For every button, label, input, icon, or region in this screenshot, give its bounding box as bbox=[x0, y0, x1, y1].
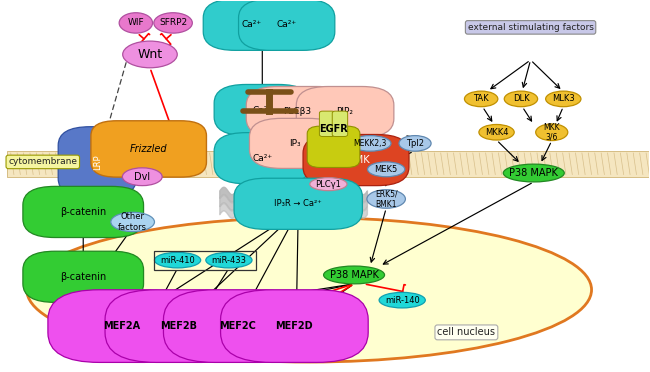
Ellipse shape bbox=[122, 168, 162, 186]
Text: MKK4: MKK4 bbox=[485, 128, 508, 137]
FancyBboxPatch shape bbox=[105, 290, 253, 362]
Text: EGFR: EGFR bbox=[319, 124, 348, 134]
FancyBboxPatch shape bbox=[163, 290, 311, 362]
Text: SFRP2: SFRP2 bbox=[159, 19, 187, 28]
FancyBboxPatch shape bbox=[250, 118, 341, 169]
Text: MEF2A: MEF2A bbox=[103, 321, 140, 331]
Ellipse shape bbox=[503, 164, 564, 182]
Ellipse shape bbox=[479, 125, 514, 140]
Text: DLK: DLK bbox=[513, 94, 529, 103]
FancyBboxPatch shape bbox=[234, 178, 363, 230]
Ellipse shape bbox=[155, 252, 201, 268]
Text: PIP₂: PIP₂ bbox=[337, 108, 354, 116]
Text: MEF2B: MEF2B bbox=[161, 321, 198, 331]
Text: miR-433: miR-433 bbox=[211, 256, 246, 264]
Text: CaMK: CaMK bbox=[342, 155, 370, 165]
Ellipse shape bbox=[27, 218, 592, 362]
Text: miR-410: miR-410 bbox=[160, 256, 195, 264]
FancyBboxPatch shape bbox=[23, 251, 144, 302]
Text: Ca²⁺: Ca²⁺ bbox=[252, 106, 272, 115]
Text: TAK: TAK bbox=[473, 94, 489, 103]
Text: Tpl2: Tpl2 bbox=[406, 139, 424, 148]
Text: MEF2C: MEF2C bbox=[219, 321, 255, 331]
Text: P38 MAPK: P38 MAPK bbox=[330, 270, 378, 280]
Text: MEKK2,3: MEKK2,3 bbox=[354, 139, 387, 148]
Text: Wnt: Wnt bbox=[137, 48, 162, 61]
Ellipse shape bbox=[324, 266, 385, 284]
FancyBboxPatch shape bbox=[307, 126, 360, 167]
FancyBboxPatch shape bbox=[48, 290, 196, 362]
Ellipse shape bbox=[310, 178, 347, 190]
Ellipse shape bbox=[119, 13, 153, 33]
Ellipse shape bbox=[399, 136, 431, 151]
Text: LRP: LRP bbox=[93, 154, 102, 170]
Text: ERK5/
BMK1: ERK5/ BMK1 bbox=[375, 189, 397, 209]
Text: Other
factors: Other factors bbox=[118, 212, 147, 232]
FancyBboxPatch shape bbox=[91, 121, 207, 177]
Ellipse shape bbox=[367, 190, 406, 208]
Text: MEK5: MEK5 bbox=[374, 165, 398, 174]
Text: WIF: WIF bbox=[127, 19, 144, 28]
Text: β-catenin: β-catenin bbox=[60, 272, 107, 282]
FancyBboxPatch shape bbox=[58, 127, 136, 197]
FancyBboxPatch shape bbox=[319, 111, 335, 137]
Ellipse shape bbox=[123, 41, 177, 68]
FancyBboxPatch shape bbox=[23, 186, 144, 237]
Text: β-catenin: β-catenin bbox=[60, 207, 107, 217]
Ellipse shape bbox=[465, 91, 498, 107]
FancyBboxPatch shape bbox=[203, 0, 300, 50]
Text: Ca²⁺: Ca²⁺ bbox=[252, 154, 272, 163]
Text: Ca²⁺: Ca²⁺ bbox=[277, 20, 297, 29]
Text: IP₃: IP₃ bbox=[289, 139, 301, 148]
Ellipse shape bbox=[349, 136, 391, 151]
FancyBboxPatch shape bbox=[220, 290, 368, 362]
Text: Dvl: Dvl bbox=[134, 172, 150, 182]
Text: P38 MAPK: P38 MAPK bbox=[510, 168, 558, 178]
FancyBboxPatch shape bbox=[303, 135, 409, 186]
FancyBboxPatch shape bbox=[296, 87, 394, 137]
Ellipse shape bbox=[504, 91, 538, 107]
Ellipse shape bbox=[367, 162, 405, 177]
Text: cytomembrane: cytomembrane bbox=[8, 157, 77, 166]
Text: Ca²⁺: Ca²⁺ bbox=[241, 20, 261, 29]
Ellipse shape bbox=[111, 212, 155, 232]
Text: Frizzled: Frizzled bbox=[130, 144, 168, 154]
Text: MLK3: MLK3 bbox=[552, 94, 575, 103]
Text: miR-140: miR-140 bbox=[385, 296, 420, 305]
Text: cell nucleus: cell nucleus bbox=[437, 327, 495, 337]
FancyBboxPatch shape bbox=[332, 111, 348, 137]
Text: PLCγ1: PLCγ1 bbox=[315, 180, 341, 189]
FancyBboxPatch shape bbox=[214, 133, 311, 184]
FancyBboxPatch shape bbox=[239, 0, 335, 50]
Ellipse shape bbox=[536, 124, 568, 141]
Text: external stimulating factors: external stimulating factors bbox=[467, 23, 593, 32]
FancyBboxPatch shape bbox=[246, 87, 349, 137]
Text: MEF2D: MEF2D bbox=[276, 321, 313, 331]
Bar bbox=[8, 151, 649, 177]
Text: IP₃R → Ca²⁺: IP₃R → Ca²⁺ bbox=[274, 199, 322, 208]
Ellipse shape bbox=[154, 13, 192, 33]
Ellipse shape bbox=[545, 91, 581, 107]
FancyBboxPatch shape bbox=[214, 84, 311, 136]
Text: PLCβ3: PLCβ3 bbox=[283, 108, 311, 116]
Text: MKK
3/6: MKK 3/6 bbox=[543, 122, 560, 142]
Ellipse shape bbox=[206, 252, 252, 268]
Ellipse shape bbox=[379, 292, 425, 308]
